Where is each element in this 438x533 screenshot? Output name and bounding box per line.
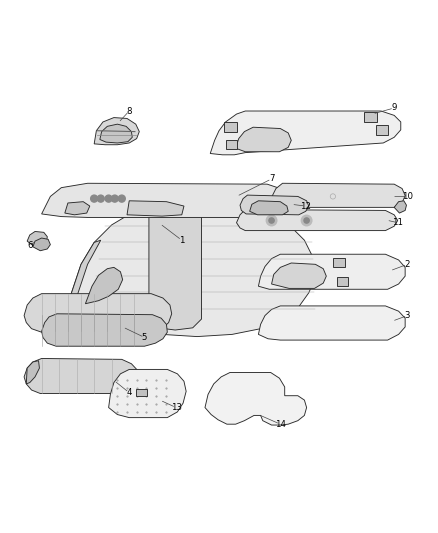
- Polygon shape: [376, 125, 388, 135]
- Text: 14: 14: [275, 419, 286, 429]
- Polygon shape: [65, 201, 90, 215]
- Polygon shape: [272, 183, 405, 207]
- Polygon shape: [237, 209, 398, 231]
- Polygon shape: [42, 183, 289, 217]
- Polygon shape: [337, 277, 348, 286]
- Text: 3: 3: [405, 311, 410, 320]
- Circle shape: [266, 215, 277, 226]
- Text: 13: 13: [170, 403, 182, 412]
- Polygon shape: [205, 373, 307, 425]
- Polygon shape: [250, 201, 288, 215]
- Text: 9: 9: [392, 103, 397, 112]
- Polygon shape: [100, 124, 132, 143]
- Polygon shape: [94, 118, 139, 145]
- Text: 1: 1: [179, 236, 184, 245]
- Polygon shape: [364, 112, 377, 122]
- Polygon shape: [109, 369, 186, 418]
- Circle shape: [91, 195, 98, 202]
- Polygon shape: [258, 254, 405, 289]
- Polygon shape: [68, 203, 315, 336]
- Text: 12: 12: [300, 201, 311, 211]
- Polygon shape: [26, 361, 39, 384]
- Polygon shape: [224, 122, 237, 132]
- Circle shape: [118, 195, 125, 202]
- Polygon shape: [394, 201, 406, 213]
- Text: 2: 2: [405, 260, 410, 269]
- Text: 11: 11: [392, 218, 403, 227]
- Polygon shape: [24, 294, 172, 332]
- Polygon shape: [333, 258, 345, 268]
- Polygon shape: [24, 359, 139, 393]
- Text: 7: 7: [269, 174, 274, 183]
- Polygon shape: [42, 314, 167, 346]
- Polygon shape: [226, 140, 237, 149]
- Polygon shape: [240, 195, 309, 215]
- Text: 5: 5: [142, 333, 147, 342]
- Circle shape: [304, 218, 309, 223]
- Circle shape: [111, 195, 118, 202]
- Polygon shape: [149, 203, 201, 330]
- Polygon shape: [68, 240, 101, 304]
- Polygon shape: [272, 263, 326, 288]
- Circle shape: [269, 218, 274, 223]
- Circle shape: [105, 195, 112, 202]
- Polygon shape: [136, 389, 147, 395]
- Circle shape: [97, 195, 104, 202]
- Text: 8: 8: [127, 107, 132, 116]
- Polygon shape: [236, 127, 291, 152]
- Polygon shape: [85, 268, 123, 304]
- Text: 4: 4: [127, 388, 132, 397]
- Polygon shape: [27, 231, 47, 246]
- Polygon shape: [127, 201, 184, 216]
- Polygon shape: [33, 238, 50, 251]
- Circle shape: [301, 215, 312, 226]
- Polygon shape: [258, 306, 405, 340]
- Polygon shape: [210, 111, 401, 155]
- Text: 10: 10: [402, 192, 413, 201]
- Text: 6: 6: [27, 241, 32, 250]
